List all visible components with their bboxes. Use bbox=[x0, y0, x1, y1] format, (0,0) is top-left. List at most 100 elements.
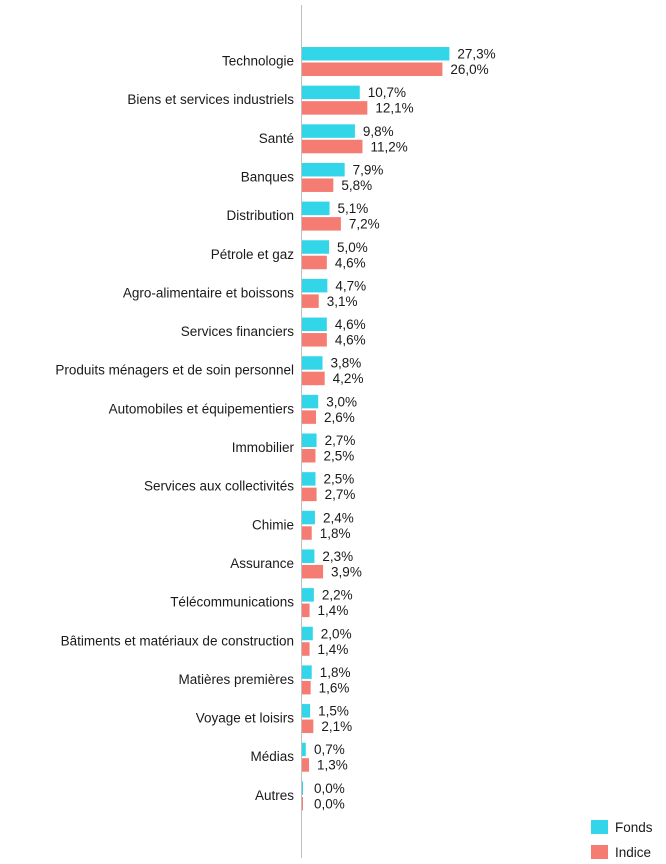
value-label-fonds-distribution: 5,1% bbox=[338, 201, 369, 216]
bar-indice-voyage-et-loisirs bbox=[302, 719, 314, 734]
category-label-produits-menagers-et-de-soin-personnel: Produits ménagers et de soin personnel bbox=[55, 363, 294, 378]
value-label-indice-assurance: 3,9% bbox=[331, 564, 362, 579]
value-label-fonds-automobiles-et-equipementiers: 3,0% bbox=[326, 394, 357, 409]
value-label-fonds-produits-menagers-et-de-soin-personnel: 3,8% bbox=[331, 356, 362, 371]
bar-indice-sante bbox=[302, 139, 363, 154]
value-label-fonds-services-financiers: 4,6% bbox=[335, 317, 366, 332]
value-label-indice-services-financiers: 4,6% bbox=[335, 333, 366, 348]
category-label-agro-alimentaire-et-boissons: Agro-alimentaire et boissons bbox=[123, 285, 294, 300]
value-label-fonds-biens-et-services-industriels: 10,7% bbox=[368, 85, 406, 100]
bar-fonds-services-financiers bbox=[302, 317, 327, 332]
bar-fonds-autres bbox=[302, 781, 303, 795]
bar-indice-distribution bbox=[302, 217, 341, 231]
bar-indice-technologie bbox=[302, 62, 443, 76]
value-labels: 27,3%26,0% 10,7%12,1% 9,8%11,2% 7,9%5,8% 5,1… bbox=[314, 47, 496, 812]
value-label-fonds-telecommunications: 2,2% bbox=[322, 588, 353, 603]
bar-fonds-telecommunications bbox=[302, 588, 314, 602]
legend-label-fonds: Fonds bbox=[615, 820, 653, 835]
value-label-indice-matieres-premieres: 1,6% bbox=[319, 680, 350, 695]
category-label-assurance: Assurance bbox=[230, 556, 294, 571]
category-label-batiments-et-materiaux-de-construction: Bâtiments et matériaux de construction bbox=[61, 633, 294, 648]
value-label-indice-telecommunications: 1,4% bbox=[318, 603, 349, 618]
value-label-fonds-petrole-et-gaz: 5,0% bbox=[337, 240, 368, 255]
value-label-indice-automobiles-et-equipementiers: 2,6% bbox=[324, 410, 355, 425]
bar-indice-banques bbox=[302, 178, 334, 192]
value-label-indice-banques: 5,8% bbox=[341, 178, 372, 193]
value-label-fonds-matieres-premieres: 1,8% bbox=[320, 665, 351, 680]
bar-fonds-sante bbox=[302, 124, 355, 138]
bar-fonds-immobilier bbox=[302, 433, 317, 447]
bar-fonds-automobiles-et-equipementiers bbox=[302, 394, 319, 409]
category-label-services-financiers: Services financiers bbox=[181, 324, 295, 339]
value-label-fonds-services-aux-collectivites: 2,5% bbox=[324, 472, 355, 487]
value-label-indice-distribution: 7,2% bbox=[349, 217, 380, 232]
category-label-automobiles-et-equipementiers: Automobiles et équipementiers bbox=[109, 401, 295, 416]
category-label-chimie: Chimie bbox=[252, 517, 294, 532]
bar-indice-assurance bbox=[302, 564, 324, 579]
bars-group bbox=[302, 47, 450, 811]
value-label-indice-autres: 0,0% bbox=[314, 796, 345, 811]
value-label-indice-petrole-et-gaz: 4,6% bbox=[335, 255, 366, 270]
value-label-indice-biens-et-services-industriels: 12,1% bbox=[375, 101, 413, 116]
value-label-fonds-technologie: 27,3% bbox=[457, 47, 495, 62]
bar-indice-chimie bbox=[302, 526, 312, 540]
bar-indice-telecommunications bbox=[302, 603, 310, 618]
bar-fonds-agro-alimentaire-et-boissons bbox=[302, 278, 328, 293]
bar-fonds-matieres-premieres bbox=[302, 665, 312, 679]
legend-swatch-indice bbox=[591, 845, 608, 859]
value-label-fonds-assurance: 2,3% bbox=[322, 549, 353, 564]
value-label-indice-voyage-et-loisirs: 2,1% bbox=[321, 719, 352, 734]
category-label-services-aux-collectivites: Services aux collectivités bbox=[144, 479, 294, 494]
category-labels: Technologie Biens et services industriels… bbox=[55, 54, 294, 803]
bar-fonds-distribution bbox=[302, 201, 330, 216]
bar-fonds-medias bbox=[302, 742, 306, 757]
legend-swatch-fonds bbox=[591, 820, 608, 834]
category-label-autres: Autres bbox=[255, 788, 294, 803]
bar-fonds-banques bbox=[302, 162, 345, 177]
value-label-fonds-immobilier: 2,7% bbox=[325, 433, 356, 448]
value-label-fonds-agro-alimentaire-et-boissons: 4,7% bbox=[335, 278, 366, 293]
legend-label-indice: Indice bbox=[615, 845, 651, 860]
category-label-medias: Médias bbox=[250, 749, 294, 764]
bar-fonds-assurance bbox=[302, 549, 315, 563]
category-label-telecommunications: Télécommunications bbox=[170, 595, 294, 610]
category-label-banques: Banques bbox=[241, 169, 295, 184]
bar-indice-services-aux-collectivites bbox=[302, 487, 317, 502]
category-label-matieres-premieres: Matières premières bbox=[178, 672, 294, 687]
bar-fonds-petrole-et-gaz bbox=[302, 240, 329, 254]
value-label-indice-sante: 11,2% bbox=[370, 139, 407, 154]
category-label-petrole-et-gaz: Pétrole et gaz bbox=[211, 247, 295, 262]
value-label-fonds-banques: 7,9% bbox=[353, 162, 384, 177]
bar-indice-immobilier bbox=[302, 449, 316, 463]
value-label-indice-services-aux-collectivites: 2,7% bbox=[325, 487, 356, 502]
value-label-indice-batiments-et-materiaux-de-construction: 1,4% bbox=[318, 642, 349, 657]
value-label-indice-medias: 1,3% bbox=[317, 758, 348, 773]
value-label-indice-agro-alimentaire-et-boissons: 3,1% bbox=[327, 294, 358, 309]
bar-fonds-produits-menagers-et-de-soin-personnel bbox=[302, 356, 323, 370]
value-label-fonds-sante: 9,8% bbox=[363, 124, 394, 139]
legend: Fonds Indice bbox=[591, 820, 653, 860]
bar-fonds-biens-et-services-industriels bbox=[302, 85, 360, 100]
bar-fonds-services-aux-collectivites bbox=[302, 472, 316, 486]
value-label-indice-produits-menagers-et-de-soin-personnel: 4,2% bbox=[333, 371, 364, 386]
bar-indice-matieres-premieres bbox=[302, 680, 311, 695]
bar-fonds-technologie bbox=[302, 47, 450, 61]
bar-indice-batiments-et-materiaux-de-construction bbox=[302, 642, 310, 656]
bar-indice-produits-menagers-et-de-soin-personnel bbox=[302, 371, 325, 386]
value-label-fonds-voyage-et-loisirs: 1,5% bbox=[318, 704, 349, 719]
value-label-indice-immobilier: 2,5% bbox=[324, 449, 355, 464]
bar-indice-services-financiers bbox=[302, 333, 327, 347]
category-label-technologie: Technologie bbox=[222, 54, 294, 69]
bar-indice-automobiles-et-equipementiers bbox=[302, 410, 317, 424]
category-label-voyage-et-loisirs: Voyage et loisirs bbox=[196, 711, 295, 726]
bar-fonds-batiments-et-materiaux-de-construction bbox=[302, 626, 313, 641]
bar-fonds-voyage-et-loisirs bbox=[302, 704, 311, 718]
value-label-fonds-batiments-et-materiaux-de-construction: 2,0% bbox=[321, 626, 352, 641]
bar-indice-agro-alimentaire-et-boissons bbox=[302, 294, 319, 308]
bar-fonds-chimie bbox=[302, 510, 315, 525]
value-label-fonds-autres: 0,0% bbox=[314, 781, 345, 796]
bar-indice-medias bbox=[302, 758, 310, 772]
value-label-fonds-medias: 0,7% bbox=[314, 742, 345, 757]
category-label-biens-et-services-industriels: Biens et services industriels bbox=[127, 92, 294, 107]
